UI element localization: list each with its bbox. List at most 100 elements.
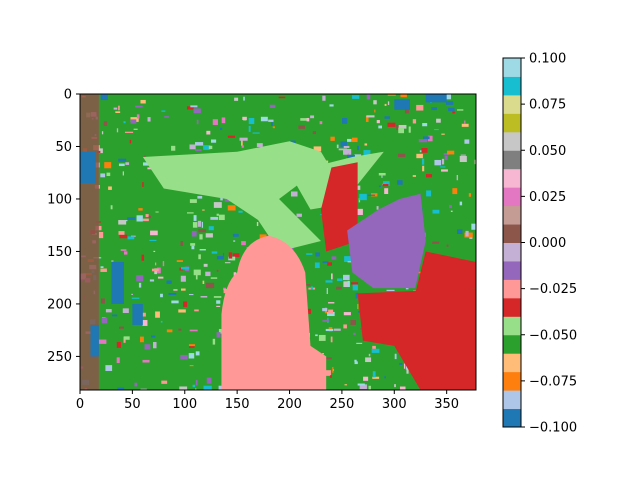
heatmap-cell (192, 384, 196, 388)
heatmap-cell (322, 95, 326, 101)
heatmap-cell (357, 303, 359, 310)
heatmap-cell (343, 274, 350, 281)
heatmap-cell (118, 220, 127, 225)
heatmap-cell (330, 136, 335, 141)
heatmap-cell (138, 282, 142, 288)
heatmap-cell (210, 216, 219, 220)
heatmap-cell (368, 385, 371, 390)
heatmap-cell (330, 336, 333, 343)
heatmap-cell (357, 208, 363, 215)
colorbar-segment (503, 205, 521, 225)
heatmap-cell (98, 231, 104, 239)
colorbar-segment (503, 224, 521, 243)
heatmap-cell (310, 115, 315, 119)
region-blue-patch (394, 99, 410, 110)
heatmap-cell (122, 171, 124, 176)
heatmap-cell (216, 269, 219, 272)
colorbar-segment (503, 58, 521, 77)
heatmap-cell (192, 222, 198, 228)
heatmap-cell (219, 127, 223, 131)
heatmap-cell (111, 260, 114, 262)
heatmap-cell (220, 196, 223, 201)
y-tick-label: 150 (47, 245, 72, 260)
colorbar-tick-label: −0.050 (529, 328, 577, 343)
heatmap-cell (241, 241, 246, 246)
heatmap-cell (164, 116, 169, 118)
heatmap-cell (421, 147, 428, 153)
heatmap-cell (343, 281, 350, 288)
heatmap-cell (149, 239, 157, 241)
heatmap-cell (124, 131, 134, 133)
heatmap-cell (326, 288, 328, 295)
heatmap-cell (155, 262, 157, 266)
heatmap-cell (344, 384, 348, 386)
heatmap-cell (239, 137, 248, 141)
heatmap-cell (123, 121, 126, 124)
heatmap-cell (151, 335, 156, 338)
heatmap-cell (352, 95, 360, 99)
heatmap-cell (140, 388, 147, 390)
heatmap-cell (444, 155, 448, 161)
heatmap-cell (421, 158, 425, 165)
heatmap-cell (448, 107, 455, 112)
heatmap-cell (378, 125, 383, 129)
heatmap-cell (195, 274, 198, 280)
heatmap-cell (376, 206, 379, 210)
heatmap-cell (452, 111, 456, 114)
heatmap-cell (425, 174, 433, 178)
heatmap-cell (256, 143, 263, 147)
heatmap-cell (278, 96, 286, 99)
heatmap-cell (305, 308, 311, 315)
heatmap-cell (212, 119, 218, 125)
heatmap-cell (202, 209, 205, 211)
heatmap-cell (432, 241, 440, 244)
region-red-right (415, 251, 476, 294)
colorbar-axis: 0.100 0.075 0.050 0.025 0.000 −0.025 −0.050 −0.… (521, 52, 577, 436)
heatmap-cell (436, 118, 441, 123)
x-tick-label: 350 (434, 397, 459, 412)
heatmap-cell (382, 181, 390, 186)
heatmap-cell (125, 220, 128, 222)
x-tick-label: 0 (76, 397, 84, 412)
heatmap-cell (178, 328, 182, 331)
region-red-upper (320, 162, 358, 252)
heatmap-cell (400, 94, 407, 98)
heatmap-cell (342, 117, 348, 124)
heatmap-cell (360, 328, 362, 330)
heatmap-cell (187, 212, 194, 214)
heatmap-cell (190, 243, 196, 246)
heatmap-cell (98, 339, 107, 344)
heatmap-cell (166, 280, 172, 284)
heatmap-cell (221, 117, 226, 124)
heatmap-cell (234, 97, 239, 101)
heatmap-cell (195, 142, 204, 146)
heatmap-cell (403, 363, 406, 369)
heatmap-cell (343, 145, 350, 149)
heatmap-cell (363, 150, 371, 157)
heatmap-cell (394, 353, 397, 360)
heatmap-cell (310, 286, 313, 290)
heatmap-cell (398, 124, 407, 129)
heatmap-cell (194, 309, 199, 312)
heatmap-cell (386, 289, 395, 292)
heatmap-cell (272, 126, 275, 129)
heatmap-cell (343, 312, 351, 316)
heatmap-cell (456, 229, 463, 234)
colorbar-segment (503, 316, 521, 336)
heatmap-cell (368, 353, 371, 357)
heatmap-cell (306, 117, 310, 122)
heatmap-cell (357, 383, 365, 386)
heatmap-cell (136, 114, 140, 119)
heatmap-cell (123, 251, 128, 255)
region-red-lower (357, 288, 476, 390)
heatmap-cell (179, 386, 188, 390)
colorbar-segment (503, 113, 521, 133)
heatmap-cell (198, 229, 207, 233)
y-tick-label: 50 (55, 140, 72, 155)
heatmap-cell (196, 119, 199, 125)
heatmap-cell (180, 354, 188, 360)
heatmap-cell (426, 190, 432, 197)
heatmap-cell (118, 105, 120, 111)
heatmap-cell (180, 241, 184, 246)
colorbar-tick-label: 0.050 (529, 144, 566, 159)
